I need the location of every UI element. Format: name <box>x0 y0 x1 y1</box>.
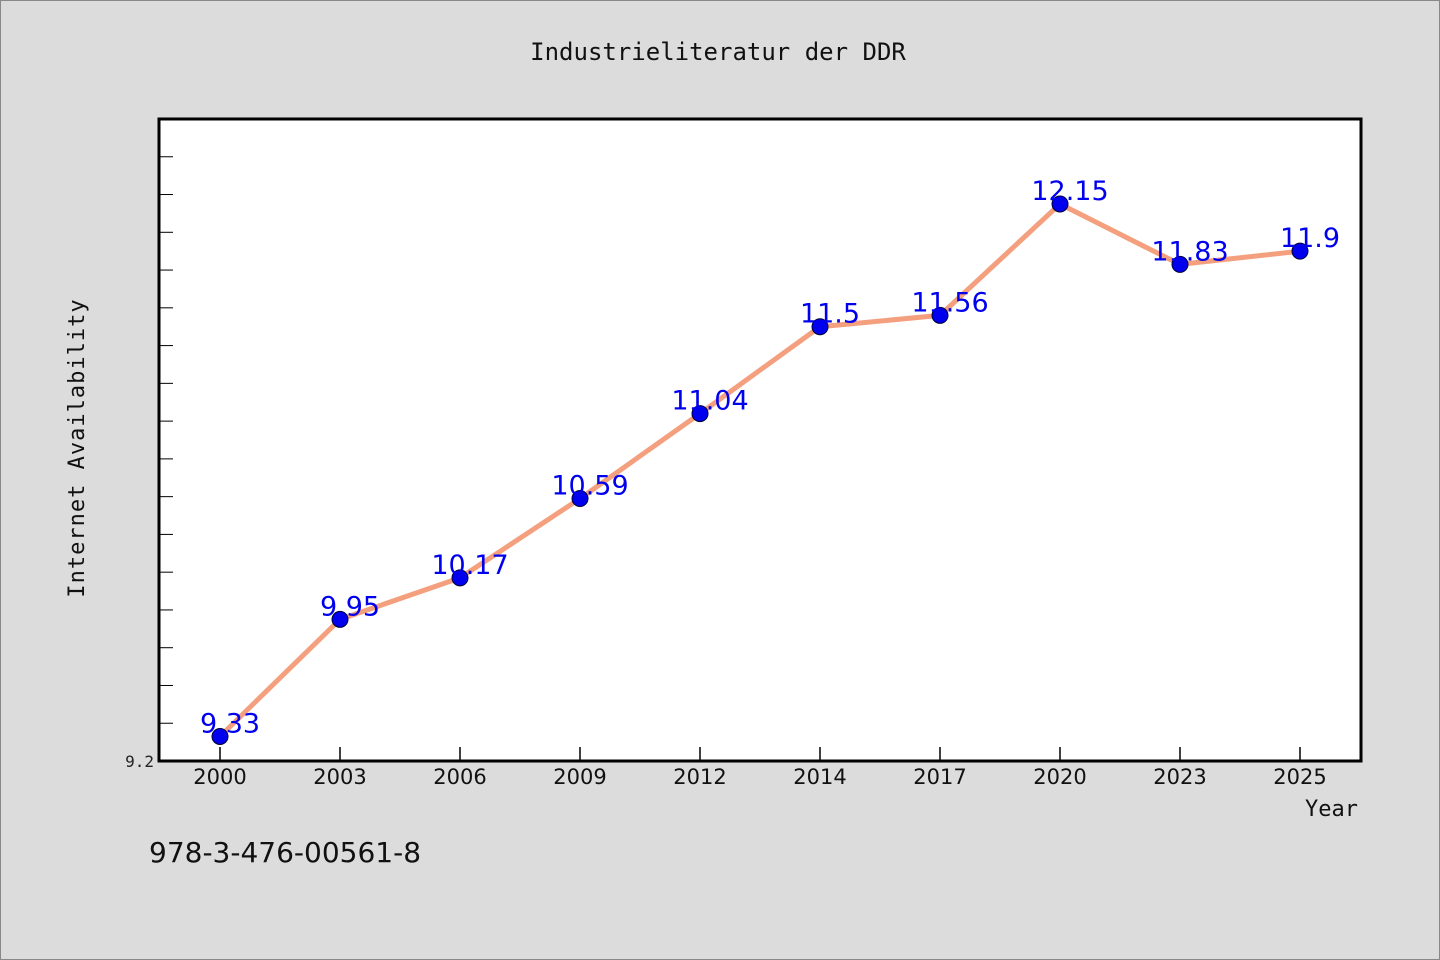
y-axis-ticks: 9.2 <box>125 118 173 771</box>
x-tick-label: 2012 <box>673 765 726 789</box>
x-tick-label: 2006 <box>433 765 486 789</box>
data-label: 11.83 <box>1151 236 1228 267</box>
data-label: 10.17 <box>431 550 508 581</box>
data-label: 10.59 <box>551 471 628 502</box>
data-point-marker <box>571 490 589 508</box>
x-tick-label: 2017 <box>913 765 966 789</box>
x-tick-label: 2025 <box>1273 765 1326 789</box>
data-label: 9.33 <box>200 708 260 739</box>
data-labels-group: 9.33 9.95 10.17 10.59 11.04 11.5 11.56 12.15 11.… <box>200 176 1340 739</box>
x-tick-label: 2014 <box>793 765 846 789</box>
data-point-marker <box>331 610 349 628</box>
y-axis-label: Internet Availability <box>65 298 90 597</box>
x-tick-label: 2003 <box>313 765 366 789</box>
data-label: 11.5 <box>800 299 860 330</box>
series-line <box>217 201 1303 739</box>
data-point-marker <box>1291 242 1309 260</box>
x-tick-label: 2020 <box>1033 765 1086 789</box>
data-label: 11.56 <box>911 287 988 318</box>
plot-area <box>157 117 1363 763</box>
data-point-marker <box>811 318 829 336</box>
series-line-group <box>217 201 1303 739</box>
series-markers-group <box>211 195 1309 745</box>
x-tick-label: 2009 <box>553 765 606 789</box>
y-tick-label: 9.2 <box>125 752 154 771</box>
data-label: 12.15 <box>1031 176 1108 207</box>
data-label: 9.95 <box>320 591 380 622</box>
data-label: 11.04 <box>671 386 748 417</box>
data-point-marker <box>931 306 949 324</box>
x-tick-label: 2023 <box>1153 765 1206 789</box>
chart-title: Industrieliteratur der DDR <box>530 38 906 66</box>
data-point-marker <box>211 727 229 745</box>
isbn-text: 978-3-476-00561-8 <box>149 836 421 869</box>
data-point-marker <box>691 405 709 423</box>
x-axis-ticks: 2000 2003 2006 2009 2012 2014 2017 2020 2023 2025 <box>193 747 1327 789</box>
x-tick-label: 2000 <box>193 765 246 789</box>
data-point-marker <box>451 569 469 587</box>
data-label: 11.9 <box>1280 223 1340 254</box>
x-axis-label: Year <box>1305 797 1358 822</box>
data-point-marker <box>1051 195 1069 213</box>
data-point-marker <box>1171 255 1189 273</box>
